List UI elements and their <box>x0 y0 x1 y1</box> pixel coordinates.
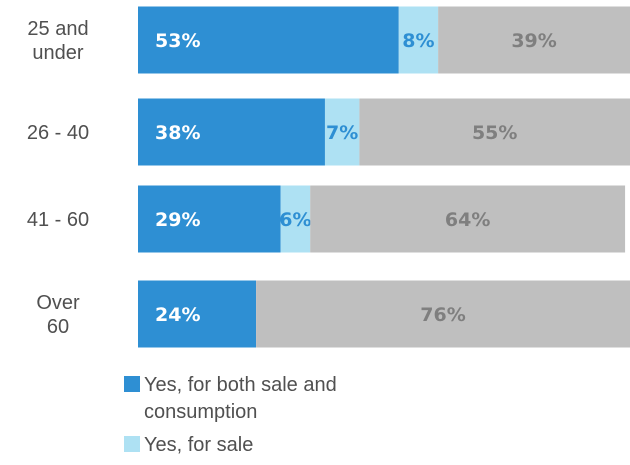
data-label-25-and-under-both: 53% <box>155 30 200 52</box>
legend-item-sale: Yes, for sale <box>124 432 404 459</box>
data-label-41-60-sale: 6% <box>279 209 311 231</box>
legend-item-both: Yes, for both sale and consumption <box>124 372 404 426</box>
bar-25-and-under-both <box>138 6 399 74</box>
legend: Yes, for both sale and consumption Yes, … <box>124 372 404 465</box>
bar-over-60-remaining <box>256 280 630 348</box>
data-label-41-60-remaining: 64% <box>445 209 490 231</box>
data-label-over-60-both: 24% <box>155 304 200 326</box>
legend-swatch-both <box>124 376 140 392</box>
category-label-26-40: 26 - 40 <box>27 122 89 144</box>
data-label-25-and-under-sale: 8% <box>402 30 434 52</box>
bar-41-60-sale <box>280 185 311 253</box>
bar-41-60-both <box>138 185 281 253</box>
data-label-26-40-both: 38% <box>155 122 200 144</box>
data-label-41-60-both: 29% <box>155 209 200 231</box>
category-label-41-60: 41 - 60 <box>27 209 89 231</box>
data-label-25-and-under-remaining: 39% <box>511 30 556 52</box>
legend-label-both: Yes, for both sale and consumption <box>144 374 337 423</box>
legend-label-sale: Yes, for sale <box>144 434 254 456</box>
bar-26-40-sale <box>324 98 360 166</box>
data-label-26-40-sale: 7% <box>326 122 358 144</box>
bar-25-and-under-sale <box>398 6 439 74</box>
data-label-over-60-remaining: 76% <box>420 304 465 326</box>
bar-over-60-both <box>138 280 257 348</box>
category-label-over-60: Over 60 <box>36 292 80 338</box>
bar-25-and-under-remaining <box>438 6 630 74</box>
bar-26-40-remaining <box>359 98 630 166</box>
bar-26-40-both <box>138 98 325 166</box>
legend-swatch-sale <box>124 436 140 452</box>
bar-41-60-remaining <box>310 185 626 253</box>
data-label-26-40-remaining: 55% <box>472 122 517 144</box>
category-label-25-and-under: 25 and under <box>27 18 88 64</box>
